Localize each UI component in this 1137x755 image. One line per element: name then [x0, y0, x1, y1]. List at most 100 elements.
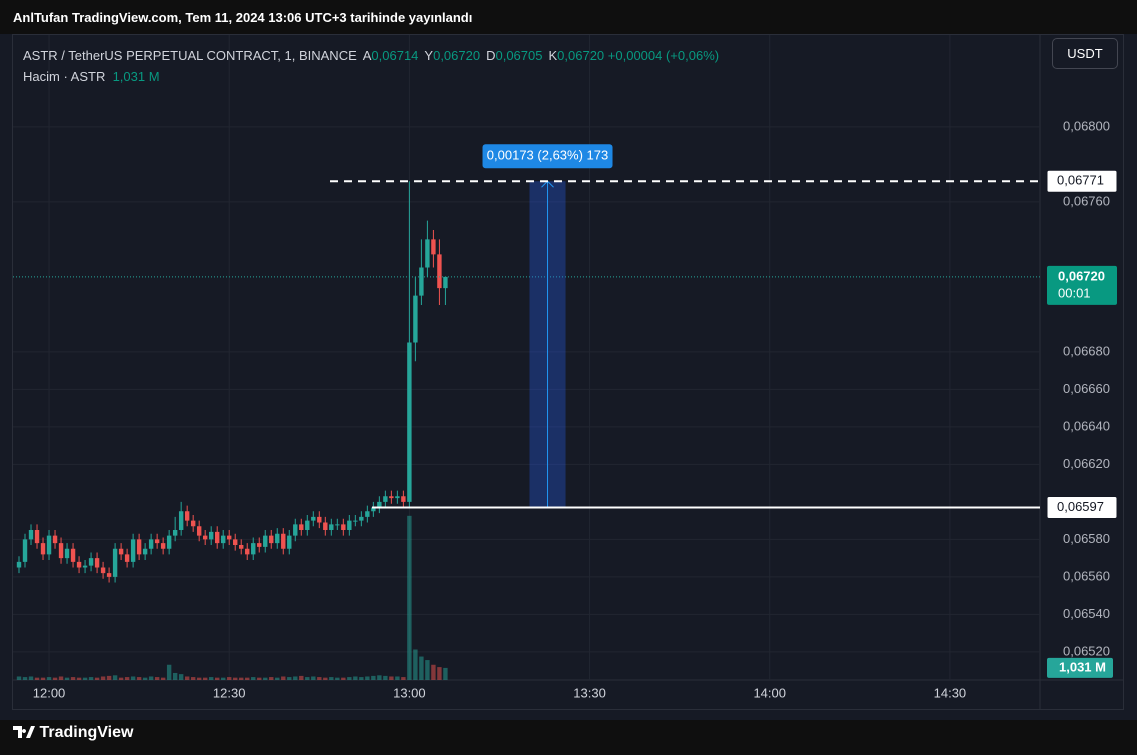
- candle-body: [281, 533, 286, 549]
- volume-bar: [407, 515, 412, 680]
- last-price-box: [1047, 265, 1117, 305]
- published-note: AnlTufan TradingView.com, Tem 11, 2024 1…: [13, 10, 473, 25]
- ohlc-value: 0,06714: [371, 48, 419, 63]
- chart-background: [0, 34, 1137, 720]
- y-tick-label: 0,06660: [1063, 381, 1110, 396]
- volume-bar: [299, 675, 304, 680]
- candle-body: [100, 567, 106, 574]
- candle-body: [34, 530, 40, 544]
- volume-bar: [317, 677, 322, 680]
- volume-bar: [233, 677, 238, 680]
- legend: ASTR / TetherUS PERPETUAL CONTRACT, 1, B…: [23, 45, 719, 87]
- candle-body: [395, 496, 400, 499]
- volume-bar: [311, 676, 316, 680]
- ohlc-key: K: [548, 48, 558, 63]
- volume-bar: [395, 676, 400, 680]
- volume-bar: [371, 675, 376, 680]
- candle-body: [28, 530, 34, 540]
- candle-body: [353, 520, 358, 522]
- candle-body: [329, 524, 334, 530]
- volume-row: Hacim · ASTR 1,031 M: [23, 66, 719, 87]
- volume-bar: [166, 664, 172, 680]
- volume-bar: [353, 676, 358, 680]
- candle-body: [383, 496, 388, 502]
- volume-bar: [251, 677, 256, 680]
- x-tick-label: 13:00: [393, 685, 426, 700]
- volume-bar: [202, 677, 208, 680]
- measure-label: 0,00173 (2,63%) 173: [487, 148, 608, 163]
- volume-bar: [76, 677, 82, 680]
- volume-bar: [160, 677, 166, 680]
- pane-border: [12, 34, 1124, 710]
- candle-body: [58, 543, 64, 559]
- currency-button[interactable]: USDT: [1052, 38, 1118, 69]
- candle-body: [214, 531, 220, 544]
- ohlc-key: A: [362, 48, 372, 63]
- ohlc-value: 0,06720: [433, 48, 481, 63]
- candle-body: [359, 516, 364, 521]
- y-tick-label: 0,06680: [1063, 343, 1110, 358]
- ohlc-value: 0,06720: [557, 48, 605, 63]
- candle-body: [263, 535, 268, 547]
- candle-body: [431, 239, 436, 255]
- candle-body: [70, 548, 76, 562]
- volume-bar: [281, 676, 286, 680]
- measure-label-box: [482, 144, 613, 169]
- y-tick-label: 0,06560: [1063, 568, 1110, 583]
- volume-bar: [359, 677, 364, 680]
- candle-body: [148, 539, 154, 549]
- candle-body: [317, 516, 322, 523]
- logo: TradingView: [13, 724, 133, 742]
- y-tick-label: 0,06760: [1063, 193, 1110, 208]
- candle-body: [196, 526, 202, 536]
- volume-bar: [287, 677, 292, 680]
- volume-bar: [28, 676, 34, 680]
- volume-bar: [293, 676, 298, 680]
- candle-body: [299, 524, 304, 530]
- volume-bar: [305, 677, 310, 680]
- volume-bar: [383, 675, 388, 680]
- price-line-label: 0,06597: [1057, 499, 1104, 514]
- candle-body: [413, 295, 418, 343]
- candle-body: [323, 522, 328, 530]
- volume-bar: [323, 677, 328, 680]
- candle-body: [425, 239, 430, 268]
- volume-bar: [437, 667, 442, 680]
- candle-body: [82, 565, 88, 568]
- candle-body: [293, 524, 298, 536]
- candle-body: [22, 539, 28, 562]
- candle-body: [46, 535, 52, 555]
- y-tick-label: 0,06540: [1063, 606, 1110, 621]
- candle-body: [269, 535, 274, 544]
- volume-bar: [245, 677, 250, 680]
- candle-body: [251, 543, 256, 555]
- volume-bar: [221, 677, 226, 680]
- change: +0,00004 (+0,06%): [607, 48, 720, 63]
- volume-bar: [148, 676, 154, 680]
- volume-bar: [275, 677, 280, 680]
- volume-label: 1,031 M: [1059, 659, 1106, 674]
- volume-bar: [88, 677, 94, 680]
- volume-name: Hacim · ASTR: [23, 69, 106, 84]
- candle-body: [208, 531, 214, 540]
- y-tick-label: 0,06640: [1063, 418, 1110, 433]
- volume-bar: [269, 677, 274, 680]
- volume-bar: [94, 677, 100, 680]
- candle-body: [178, 511, 184, 530]
- logo-text: TradingView: [39, 724, 134, 741]
- candle-body: [142, 548, 148, 555]
- y-tick-label: 0,06580: [1063, 531, 1110, 546]
- ohlc-value: 0,06705: [495, 48, 543, 63]
- candle-body: [160, 543, 166, 549]
- price-line-label: 0,06771: [1057, 173, 1104, 188]
- candle-body: [221, 535, 226, 544]
- candle-body: [202, 535, 208, 540]
- price-line-box: [1046, 169, 1118, 193]
- volume-bar: [100, 676, 106, 680]
- volume-bar: [118, 677, 124, 680]
- volume-bar: [263, 677, 268, 680]
- volume-bar: [154, 677, 160, 680]
- volume-bar: [106, 675, 112, 680]
- candle-body: [184, 511, 190, 521]
- candle-body: [172, 530, 178, 536]
